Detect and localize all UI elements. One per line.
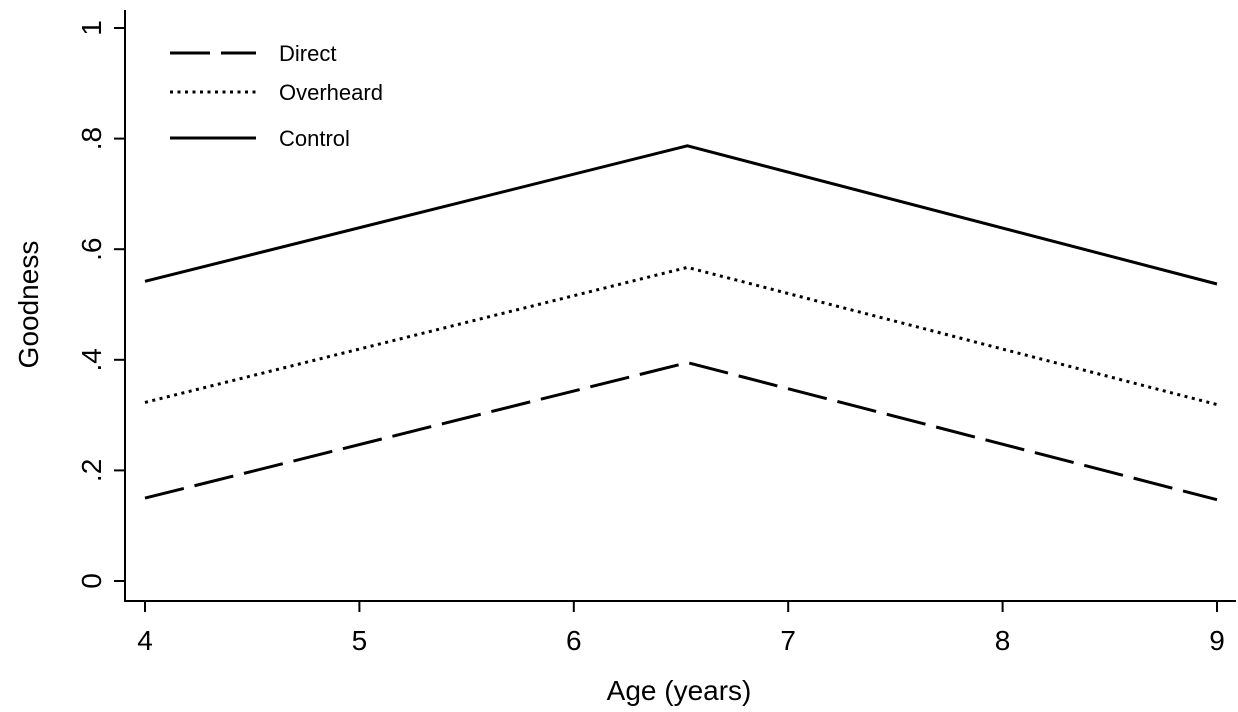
x-tick-label: 5 (352, 625, 368, 656)
y-tick-label: 1 (76, 20, 107, 36)
series-line-overheard (144, 265, 1218, 407)
series-line-direct (144, 361, 1218, 502)
legend-label-direct: Direct (279, 41, 336, 66)
y-tick-label: .8 (76, 127, 107, 150)
y-tick-label: .6 (76, 238, 107, 261)
x-tick-label: 6 (566, 625, 582, 656)
y-axis-title: Goodness (13, 241, 44, 369)
legend-label-control: Control (279, 126, 350, 151)
y-tick-label: 0 (76, 573, 107, 589)
x-tick-label: 8 (995, 625, 1011, 656)
axes: 4 5 6 7 8 9 0 .2 .4 .6 .8 1 (76, 10, 1236, 656)
legend-label-overheard: Overheard (279, 80, 383, 105)
legend: Direct Overheard Control (170, 41, 383, 151)
x-axis-title: Age (years) (607, 675, 752, 706)
x-tick-label: 7 (780, 625, 796, 656)
series-lines (144, 144, 1218, 502)
series-line-control (144, 144, 1218, 286)
x-tick-label: 4 (137, 625, 153, 656)
y-tick-label: .4 (76, 348, 107, 371)
y-tick-label: .2 (76, 459, 107, 482)
x-tick-label: 9 (1209, 625, 1225, 656)
